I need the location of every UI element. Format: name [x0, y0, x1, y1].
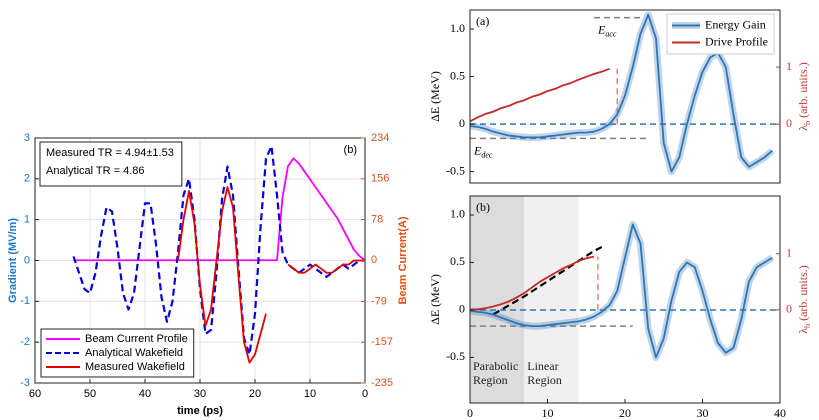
- legend-label: Measured Wakefield: [85, 361, 185, 373]
- reference-label-main: E: [473, 143, 482, 157]
- region: [470, 196, 525, 403]
- y-tick-label: -0.5: [446, 163, 465, 177]
- legend-box: [666, 13, 775, 55]
- y2-axis-label-sub: b: [803, 324, 812, 328]
- y-tick-label: 0.5: [450, 254, 465, 268]
- axes-frame: [469, 9, 781, 184]
- y-tick-label: 3: [24, 132, 30, 144]
- chart: 60 50 40 30 20 10 0 -3 -2 -1 0 1 2 3 -235 -157 -79 0 78 156…: [7, 132, 409, 417]
- legend-label: Energy Gain: [705, 17, 766, 31]
- series-line: [287, 259, 365, 274]
- y2-tick-label: 1: [786, 59, 792, 73]
- y2-axis-label-rest: (arb. units.): [796, 62, 810, 118]
- annotation: Measured TR = 4.94±1.53: [46, 147, 174, 159]
- reference-label: Eacc: [597, 22, 617, 39]
- series-line: [73, 157, 366, 262]
- series-line: [177, 186, 267, 364]
- y-tick-label: 1.0: [450, 207, 465, 221]
- x-tick-label: 20: [249, 388, 261, 400]
- x-tick-label: 60: [29, 388, 41, 400]
- x-tick-label: 0: [467, 406, 473, 420]
- y-tick-label: -3: [20, 377, 30, 389]
- y-tick-label: 0: [459, 116, 465, 130]
- x-tick-label: 0: [362, 388, 368, 400]
- y2-tick-label: 0: [786, 302, 792, 316]
- y-tick-label: 1.0: [450, 21, 465, 35]
- y-tick-label: -0.5: [446, 349, 465, 363]
- y-axis-label: Gradient (MV/m): [7, 218, 19, 303]
- y2-tick-label: 0: [786, 116, 792, 130]
- y2-tick-label: -79: [371, 295, 387, 307]
- y2-tick-label: -157: [371, 336, 393, 348]
- panel-label: (b): [476, 200, 490, 214]
- region-label: Region: [473, 373, 508, 387]
- x-tick-label: 10: [304, 388, 316, 400]
- y-tick-label: -1: [20, 295, 30, 307]
- y-tick-label: -2: [20, 336, 30, 348]
- y2-axis-label-sub: b: [803, 121, 812, 125]
- panel-label: (b): [344, 144, 357, 156]
- x-axis-label: time (ps): [177, 405, 223, 417]
- reference-label-main: E: [597, 22, 606, 36]
- y2-tick-label: -235: [371, 377, 393, 389]
- region-label: Linear: [527, 359, 558, 373]
- x-tick-label: 30: [194, 388, 206, 400]
- panel-label: (a): [476, 14, 489, 28]
- series-line: [469, 13, 773, 173]
- legend-label: Beam Current Profile: [85, 333, 188, 345]
- y2-axis-label: λb (arb. units.): [796, 265, 813, 333]
- y-axis-label: ΔE (MeV): [428, 274, 442, 325]
- y-tick-label: 1: [24, 214, 30, 226]
- y2-axis-label-main: λ: [796, 328, 810, 334]
- region-label: Parabolic: [473, 359, 518, 373]
- x-tick-label: 20: [619, 406, 631, 420]
- y2-tick-label: 0: [371, 254, 377, 266]
- region-label: Region: [527, 373, 562, 387]
- x-tick-label: 10: [542, 406, 554, 420]
- y-tick-label: 0.5: [450, 68, 465, 82]
- x-tick-label: 50: [84, 388, 96, 400]
- legend: Beam Current Profile Analytical Wakefield…: [40, 328, 195, 378]
- series-line: [469, 255, 595, 311]
- x-tick-label: 30: [697, 406, 709, 420]
- y-tick-label: 0: [459, 302, 465, 316]
- y2-tick-label: 234: [371, 132, 389, 144]
- y2-axis-label: Beam Current(A): [397, 216, 409, 304]
- y2-tick-label: 156: [371, 173, 389, 185]
- y-tick-label: 0: [24, 254, 30, 266]
- series-line: [469, 67, 610, 123]
- legend-label: Drive Profile: [705, 34, 768, 48]
- legend: Energy Gain Drive Profile: [666, 13, 775, 55]
- annotation: Analytical TR = 4.86: [46, 165, 145, 177]
- y2-tick-label: 78: [371, 213, 383, 225]
- y-tick-label: 2: [24, 173, 30, 185]
- y2-tick-label: 1: [786, 246, 792, 260]
- annotation-box: [39, 141, 183, 187]
- reference-label: Edec: [473, 143, 493, 160]
- reference-label-sub: dec: [481, 151, 493, 160]
- y2-axis-label-rest: (arb. units.): [796, 265, 810, 321]
- y2-axis-label: λb (arb. units.): [796, 62, 813, 130]
- region: [524, 196, 579, 403]
- x-tick-label: 40: [139, 388, 151, 400]
- legend-label: Analytical Wakefield: [85, 347, 183, 359]
- x-tick-label: 40: [774, 406, 786, 420]
- reference-label-sub: acc: [605, 30, 617, 39]
- series-line: [469, 223, 773, 359]
- y-axis-label: ΔE (MeV): [428, 71, 442, 122]
- y2-axis-label-main: λ: [796, 125, 810, 131]
